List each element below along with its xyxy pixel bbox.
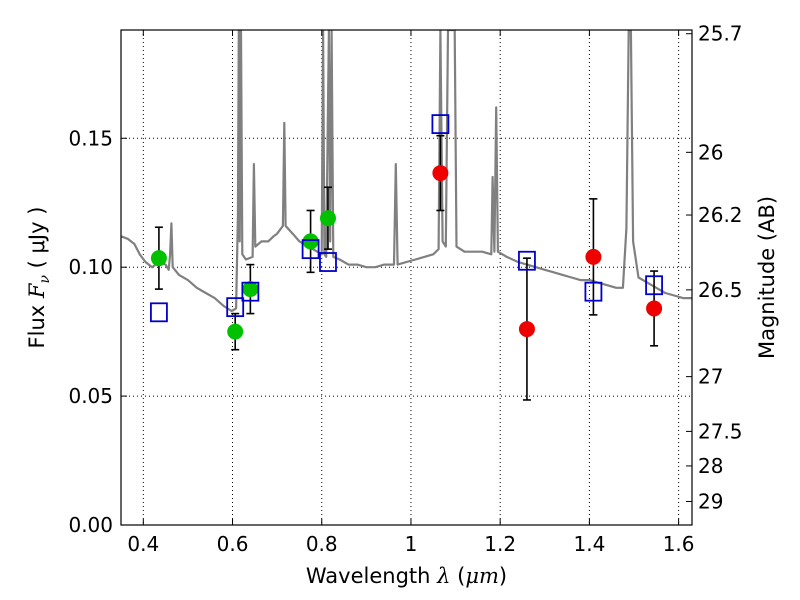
- y-axis-label-unit-open: (: [25, 260, 49, 268]
- green-data-point: [319, 210, 336, 227]
- x-tick-label: 0.4: [127, 532, 159, 556]
- model-flux-square: [241, 281, 260, 302]
- y-axis-label-group: Flux Fν ( μJy ): [25, 207, 53, 349]
- spectrum-line: [121, 30, 692, 313]
- x-axis-label-unit: μm: [465, 564, 499, 588]
- x-tick-label: 0.6: [217, 532, 249, 556]
- green-data-point: [150, 250, 167, 267]
- plot-frame: [120, 29, 693, 526]
- right-tick-label: 28: [698, 454, 723, 478]
- x-tick-label: 1.4: [573, 532, 605, 556]
- y-axis-label-unit-close: ): [25, 207, 49, 215]
- axis-ticks: 0.4 0.6 0.8 1 1.2 1.4 1.6 0.00 0.05 0.10 0.15 25.7 2…: [68, 22, 742, 556]
- y-axis-label: Flux Fν ( μJy ): [25, 207, 53, 349]
- red-data-point: [585, 248, 602, 265]
- model-flux-square: [319, 252, 337, 272]
- red-data-point: [518, 321, 535, 338]
- model-flux-square: [431, 114, 450, 135]
- y-axis-label-subscript: ν: [37, 275, 53, 284]
- right-tick-label: 26: [698, 140, 723, 164]
- right-tick-label: 25.7: [698, 22, 743, 46]
- y-tick-label: 0.00: [68, 513, 113, 537]
- model-flux-square: [301, 239, 320, 260]
- right-tick-label: 27.5: [698, 419, 743, 443]
- x-axis-label: Wavelength λ (μm): [306, 564, 507, 588]
- right-tick-label: 26.2: [698, 203, 743, 227]
- grid-lines: [121, 30, 692, 525]
- y-axis-label-prefix: Flux: [25, 305, 49, 349]
- model-flux-square: [584, 281, 603, 302]
- x-axis-label-prefix: Wavelength: [306, 564, 431, 588]
- green-data-point: [227, 323, 244, 340]
- model-flux-square: [518, 250, 536, 271]
- data-markers: [150, 114, 663, 340]
- x-tick-label: 1: [405, 532, 418, 556]
- y-tick-label: 0.05: [68, 384, 113, 408]
- right-axis-label: Magnitude (AB): [755, 196, 779, 359]
- green-data-point: [242, 281, 259, 298]
- red-data-point: [432, 165, 449, 182]
- green-data-point: [302, 233, 319, 250]
- x-tick-label: 1.2: [484, 532, 516, 556]
- model-spectrum: [121, 30, 692, 313]
- x-axis-label-symbol: λ: [436, 564, 450, 588]
- y-tick-label: 0.15: [68, 126, 113, 150]
- x-tick-label: 0.8: [306, 532, 338, 556]
- y-axis-label-symbol: F: [25, 282, 49, 299]
- y-tick-label: 0.10: [68, 255, 113, 279]
- x-axis-label-unit-close: ): [499, 564, 507, 588]
- right-tick-label: 29: [698, 489, 723, 513]
- model-flux-square: [150, 302, 168, 323]
- model-flux-square: [645, 275, 663, 296]
- right-tick-label: 26.5: [698, 278, 743, 302]
- right-tick-label: 27: [698, 365, 723, 389]
- x-axis-label-unit-open: (: [457, 564, 465, 588]
- red-data-point: [646, 300, 663, 317]
- y-axis-label-unit: μJy: [25, 221, 49, 253]
- error-bars: [154, 134, 659, 401]
- x-tick-label: 1.6: [663, 532, 695, 556]
- model-flux-square: [226, 297, 245, 318]
